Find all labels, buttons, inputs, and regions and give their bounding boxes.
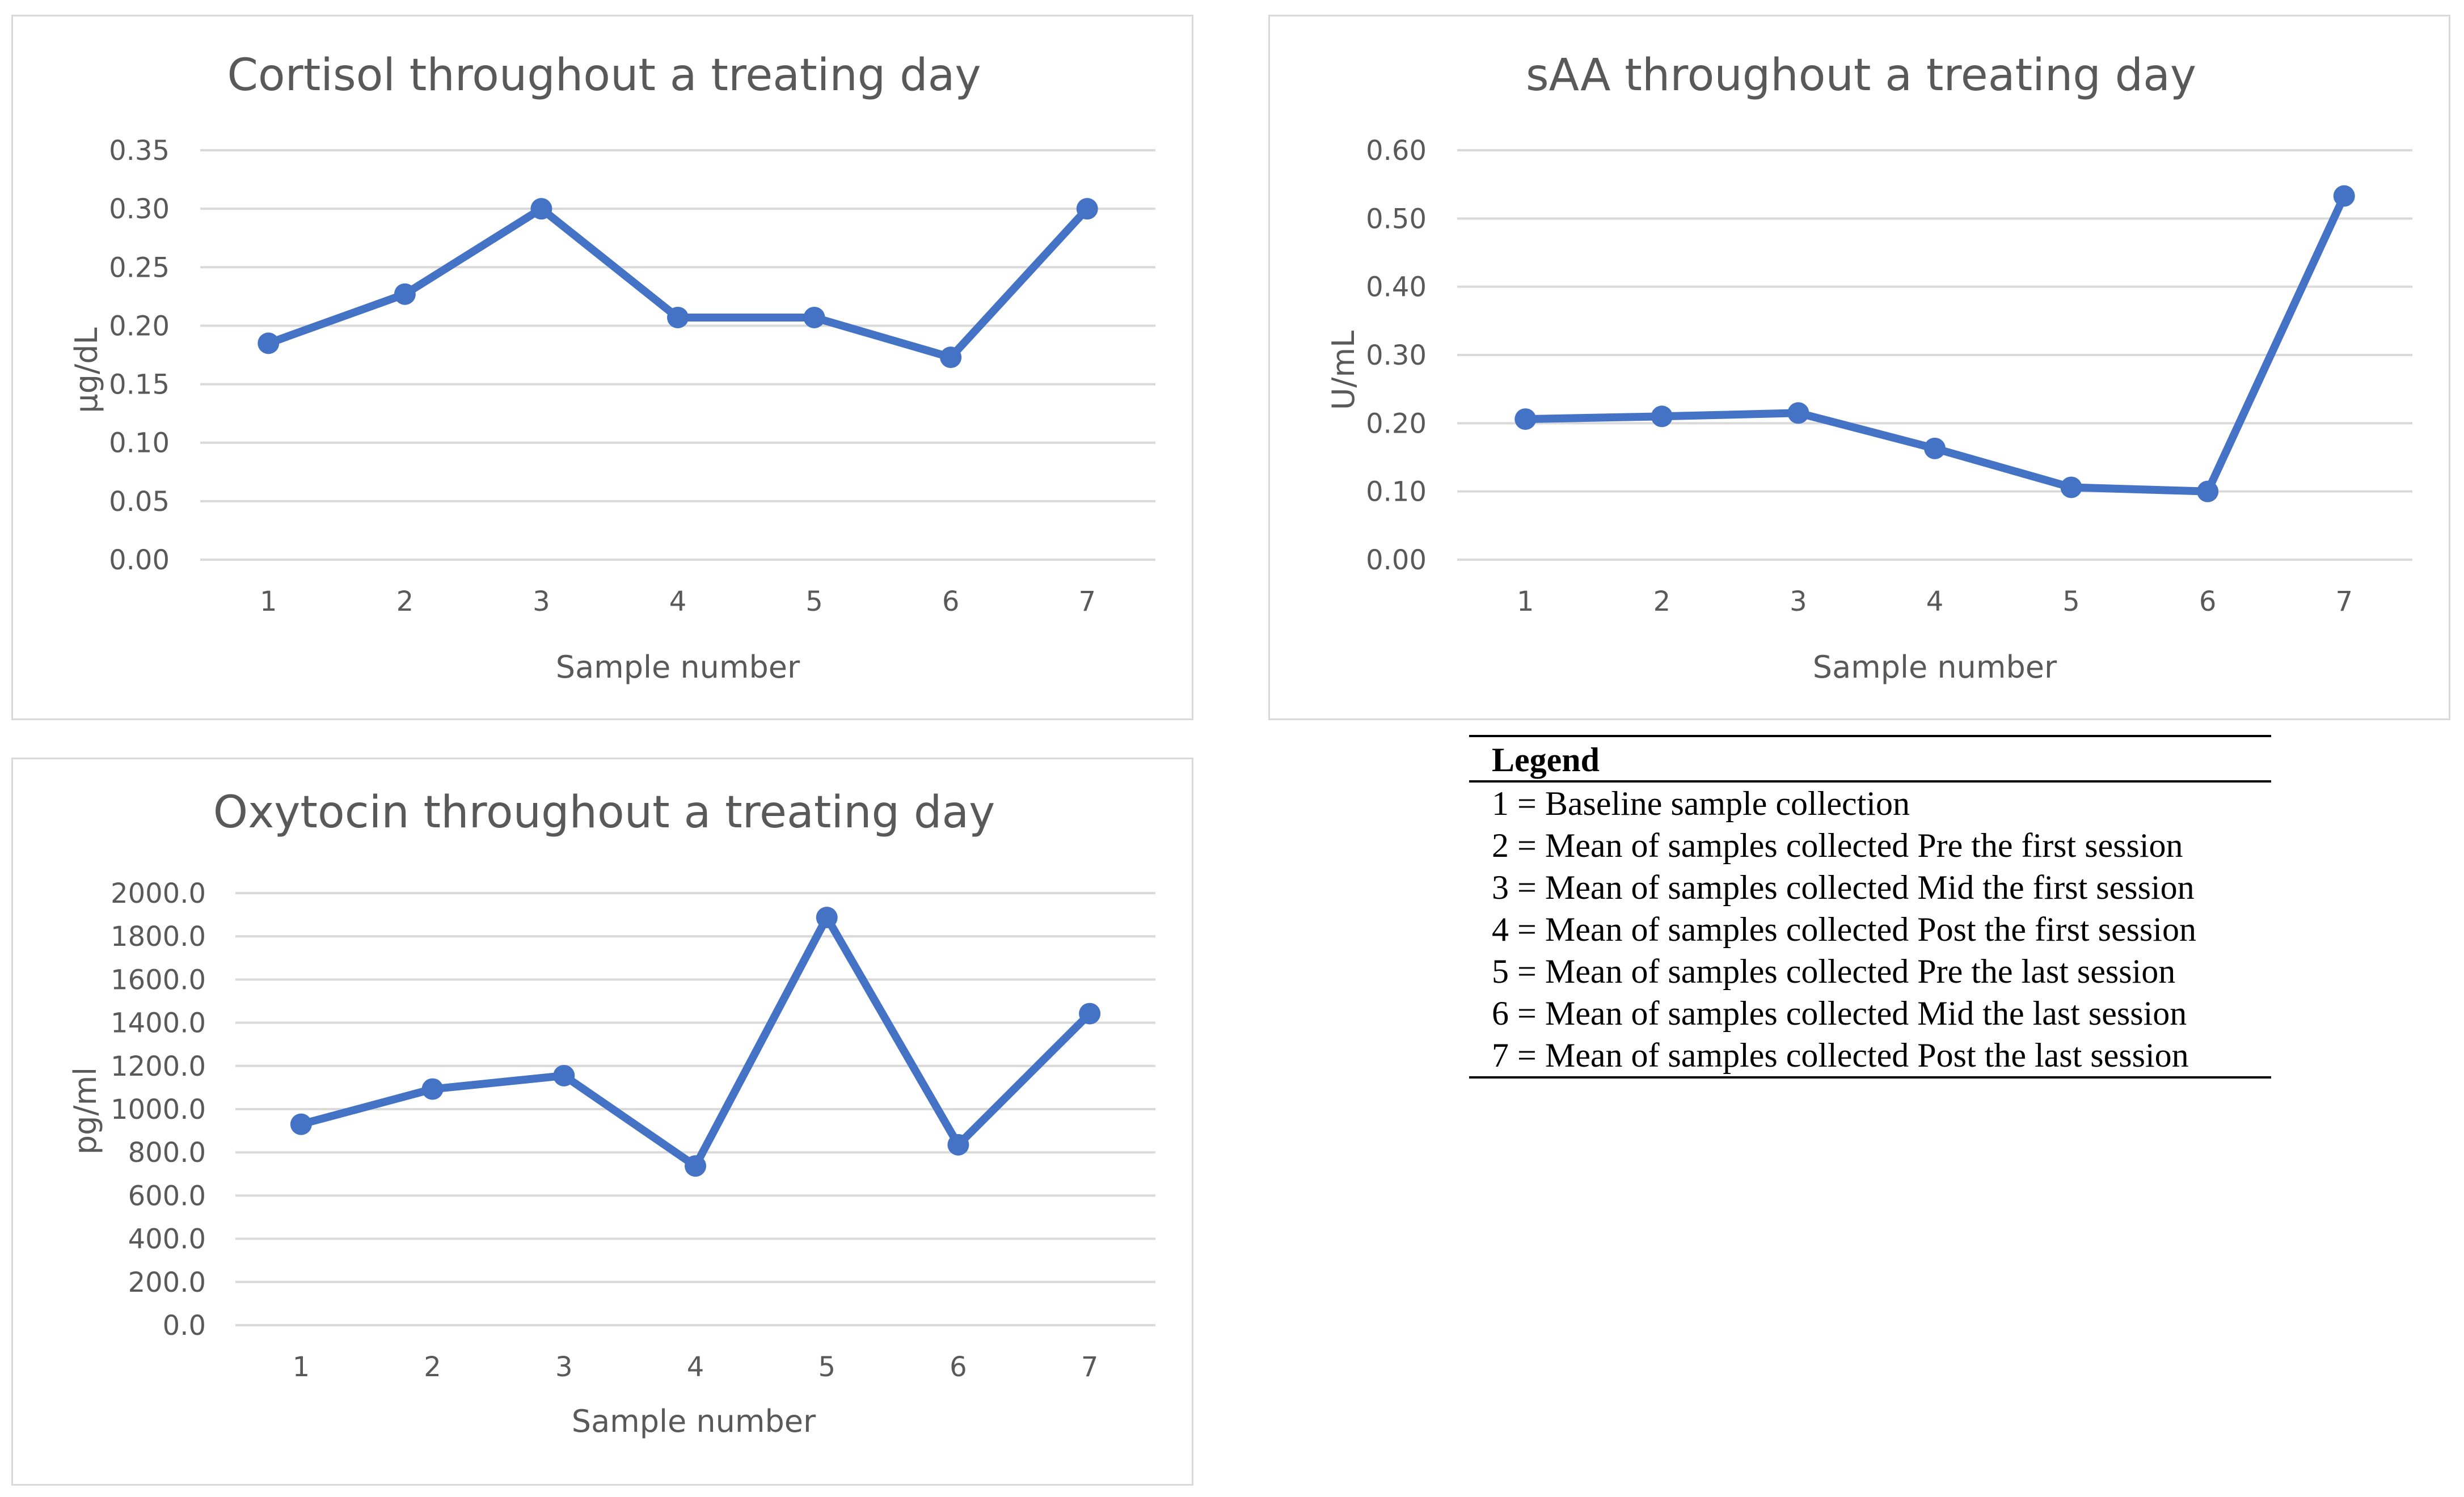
chart-saa: sAA throughout a treating day 0.00 0.10 0.… bbox=[1268, 15, 2450, 720]
x-tick-label: 3 bbox=[533, 586, 550, 618]
x-tick-label: 2 bbox=[424, 1351, 441, 1383]
y-axis-title: pg/ml bbox=[67, 1067, 103, 1155]
chart-oxytocin: Oxytocin throughout a treating day 0.0 20… bbox=[11, 758, 1193, 1486]
chart-title: Oxytocin throughout a treating day bbox=[213, 787, 995, 838]
data-point bbox=[685, 1155, 706, 1177]
y-tick-label: 0.40 bbox=[1366, 272, 1427, 303]
x-tick-label: 4 bbox=[1926, 586, 1944, 618]
y-tick-label: 0.35 bbox=[109, 135, 170, 167]
legend-item: 4 = Mean of samples collected Post the f… bbox=[1492, 911, 2196, 948]
y-tick-label: 0.0 bbox=[163, 1310, 206, 1342]
x-tick-label: 2 bbox=[1653, 586, 1671, 618]
y-tick-label: 1800.0 bbox=[111, 921, 206, 953]
x-tick-label: 4 bbox=[669, 586, 687, 618]
data-point bbox=[667, 306, 689, 328]
y-tick-label: 400.0 bbox=[128, 1224, 206, 1255]
legend-table: Legend 1 = Baseline sample collection 2 … bbox=[1469, 735, 2271, 1079]
data-point bbox=[1924, 437, 1946, 459]
chart-title: sAA throughout a treating day bbox=[1526, 50, 2196, 101]
data-point bbox=[1079, 1003, 1101, 1025]
data-point bbox=[940, 346, 962, 369]
legend-item: 6 = Mean of samples collected Mid the la… bbox=[1492, 995, 2187, 1032]
data-point bbox=[553, 1064, 575, 1086]
y-tick-label: 600.0 bbox=[128, 1180, 206, 1212]
data-point bbox=[947, 1134, 969, 1156]
x-tick-label: 6 bbox=[950, 1351, 967, 1383]
legend-top-rule bbox=[1469, 735, 2271, 737]
y-tick-label: 0.10 bbox=[1366, 476, 1427, 508]
y-tick-label: 0.25 bbox=[109, 252, 170, 284]
x-tick-label: 7 bbox=[1078, 586, 1096, 618]
chart-cortisol-svg: Cortisol throughout a treating day 0.00 0… bbox=[69, 50, 1155, 685]
y-tick-label: 0.30 bbox=[1366, 340, 1427, 371]
x-tick-label: 5 bbox=[818, 1351, 836, 1383]
legend-heading: Legend bbox=[1492, 741, 1600, 779]
data-point bbox=[1651, 405, 1673, 428]
y-tick-label: 0.20 bbox=[109, 310, 170, 342]
x-tick-label: 1 bbox=[1517, 586, 1534, 618]
data-point bbox=[2333, 185, 2355, 207]
x-tick-label: 6 bbox=[942, 586, 960, 618]
x-tick-label: 7 bbox=[1081, 1351, 1099, 1383]
data-point bbox=[258, 332, 280, 354]
y-tick-label: 1200.0 bbox=[111, 1051, 206, 1082]
x-tick-label: 6 bbox=[2199, 586, 2217, 618]
data-point bbox=[1514, 408, 1537, 430]
data-point bbox=[530, 198, 552, 220]
y-tick-label: 0.00 bbox=[109, 544, 170, 576]
x-axis-title: Sample number bbox=[572, 1403, 816, 1439]
x-tick-label: 4 bbox=[687, 1351, 704, 1383]
legend-item: 5 = Mean of samples collected Pre the la… bbox=[1492, 953, 2176, 990]
x-tick-label: 7 bbox=[2335, 586, 2353, 618]
series-line bbox=[297, 914, 1094, 1170]
y-tick-label: 0.00 bbox=[1366, 544, 1427, 576]
y-axis-title: U/mL bbox=[1326, 331, 1361, 410]
legend-bottom-rule bbox=[1469, 1076, 2271, 1079]
y-tick-label: 1600.0 bbox=[111, 964, 206, 996]
legend-heading-rule bbox=[1469, 780, 2271, 783]
data-point bbox=[1787, 402, 1809, 424]
chart-title: Cortisol throughout a treating day bbox=[227, 50, 981, 101]
data-point bbox=[2060, 476, 2082, 498]
x-tick-label: 3 bbox=[555, 1351, 573, 1383]
y-tick-label: 1400.0 bbox=[111, 1008, 206, 1039]
legend-item: 3 = Mean of samples collected Mid the fi… bbox=[1492, 869, 2195, 906]
chart-oxytocin-svg: Oxytocin throughout a treating day 0.0 20… bbox=[67, 787, 1155, 1439]
data-point bbox=[1076, 198, 1098, 220]
y-axis-title: µg/dL bbox=[69, 327, 104, 413]
x-tick-label: 1 bbox=[293, 1351, 310, 1383]
y-tick-label: 0.20 bbox=[1366, 408, 1427, 439]
data-point bbox=[290, 1113, 312, 1135]
data-point bbox=[816, 907, 838, 929]
x-axis-title: Sample number bbox=[1813, 649, 2057, 685]
data-point bbox=[394, 283, 416, 305]
legend-item: 1 = Baseline sample collection bbox=[1492, 785, 1910, 822]
y-tick-label: 0.50 bbox=[1366, 203, 1427, 235]
chart-saa-svg: sAA throughout a treating day 0.00 0.10 0.… bbox=[1326, 50, 2412, 685]
legend-item: 7 = Mean of samples collected Post the l… bbox=[1492, 1037, 2189, 1074]
data-point bbox=[2197, 480, 2219, 502]
x-axis-title: Sample number bbox=[556, 649, 800, 685]
y-tick-label: 2000.0 bbox=[111, 878, 206, 910]
x-tick-label: 3 bbox=[1790, 586, 1807, 618]
x-tick-label: 2 bbox=[396, 586, 414, 618]
y-tick-label: 0.05 bbox=[109, 486, 170, 518]
legend-item: 2 = Mean of samples collected Pre the fi… bbox=[1492, 827, 2183, 864]
y-tick-label: 800.0 bbox=[128, 1137, 206, 1169]
y-tick-label: 1000.0 bbox=[111, 1094, 206, 1126]
y-tick-label: 0.10 bbox=[109, 428, 170, 459]
x-tick-label: 5 bbox=[2062, 586, 2080, 618]
y-tick-label: 0.15 bbox=[109, 369, 170, 401]
y-tick-label: 0.60 bbox=[1366, 135, 1427, 167]
data-point bbox=[803, 306, 825, 328]
x-tick-label: 1 bbox=[260, 586, 277, 618]
y-tick-label: 200.0 bbox=[128, 1267, 206, 1299]
chart-cortisol: Cortisol throughout a treating day 0.00 0… bbox=[11, 15, 1193, 720]
data-point bbox=[421, 1078, 444, 1100]
y-tick-label: 0.30 bbox=[109, 193, 170, 225]
x-tick-label: 5 bbox=[805, 586, 823, 618]
series-line bbox=[264, 205, 1091, 362]
